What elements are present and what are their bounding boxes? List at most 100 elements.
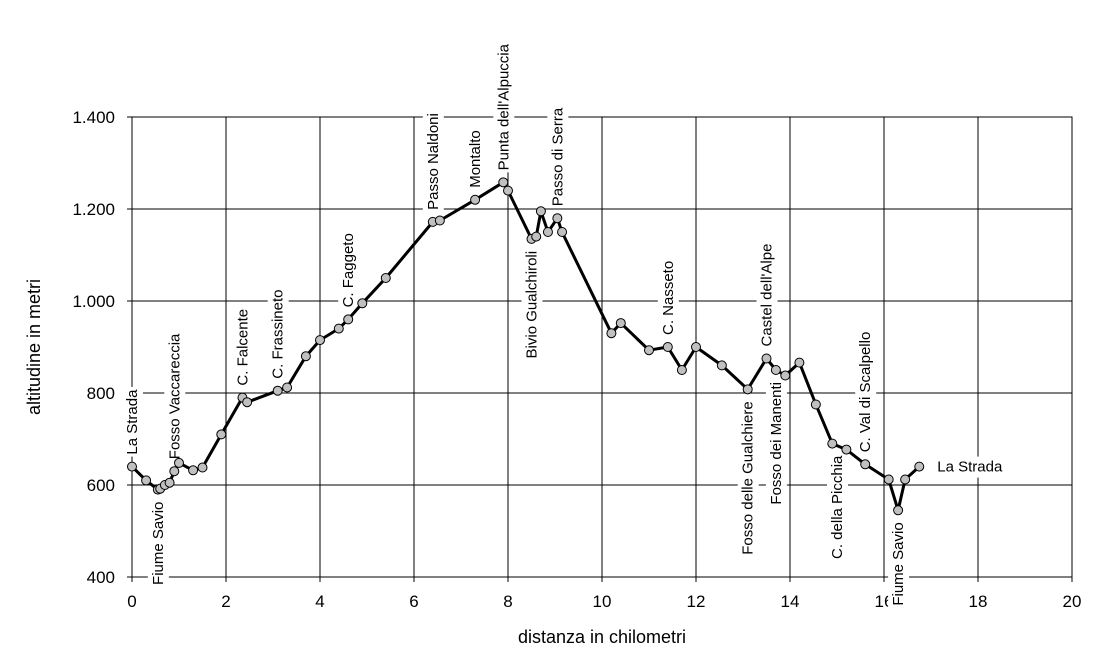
data-point <box>883 474 894 485</box>
data-point <box>498 177 509 188</box>
y-tick-label: 400 <box>87 568 115 587</box>
data-point <box>216 429 227 440</box>
svg-text:Fosso delle Gualchiere: Fosso delle Gualchiere <box>740 401 757 554</box>
y-tick-label: 800 <box>87 384 115 403</box>
place-label: La Strada <box>122 386 143 457</box>
x-tick-label: 2 <box>221 592 230 611</box>
data-point <box>761 353 772 364</box>
data-point <box>169 466 180 477</box>
svg-text:Punta dell'Alpuccia: Punta dell'Alpuccia <box>495 43 512 170</box>
data-point <box>742 384 753 395</box>
x-tick-label: 6 <box>409 592 418 611</box>
y-tick-label: 1.400 <box>72 108 115 127</box>
data-point <box>535 206 546 217</box>
svg-text:C. Val di Scalpello: C. Val di Scalpello <box>857 332 874 453</box>
x-axis-ticks: 0 2 4 6 8 10 12 14 16 18 20 <box>127 577 1081 611</box>
data-point <box>691 342 701 352</box>
svg-text:Fiume Savio: Fiume Savio <box>890 522 907 605</box>
place-label: Fosso Vaccareccia <box>164 330 186 462</box>
place-label: La Strada <box>935 456 1005 478</box>
data-point <box>333 323 344 334</box>
x-tick-label: 18 <box>969 592 988 611</box>
data-point <box>716 360 727 371</box>
data-point <box>434 215 445 226</box>
place-label: Montalto <box>465 128 487 190</box>
data-point <box>676 365 687 375</box>
place-label: C. Val di Scalpello <box>855 329 877 455</box>
svg-text:Fosso dei Manenti: Fosso dei Manenti <box>768 382 785 505</box>
x-tick-label: 14 <box>781 592 800 611</box>
place-label: Passo di Serra <box>547 105 569 209</box>
y-axis-title: altitudine in metri <box>24 279 44 415</box>
svg-text:C. Falcente: C. Falcente <box>234 309 251 386</box>
svg-text:C. Faggeto: C. Faggeto <box>340 233 357 307</box>
data-point <box>662 342 673 352</box>
svg-text:La Strada: La Strada <box>124 389 141 455</box>
x-axis-title: distanza in chilometri <box>518 627 686 647</box>
svg-text:Passo Naldoni: Passo Naldoni <box>425 113 442 210</box>
place-label: C. Frassineto <box>267 287 289 381</box>
svg-text:Montalto: Montalto <box>467 130 484 188</box>
y-tick-label: 1.000 <box>72 292 115 311</box>
data-point <box>164 477 175 488</box>
data-point <box>841 444 852 455</box>
place-label: Castel dell'Alpe <box>756 241 778 349</box>
svg-text:Bivio Gualchiroli: Bivio Gualchiroli <box>524 251 541 359</box>
data-point <box>197 462 208 473</box>
svg-text:C. Frassineto: C. Frassineto <box>270 289 287 378</box>
data-point <box>900 474 911 485</box>
data-point <box>242 397 253 408</box>
data-point <box>770 365 781 375</box>
data-point <box>315 335 325 346</box>
place-label: C. della Picchia <box>827 452 848 561</box>
svg-text:Passo di Serra: Passo di Serra <box>549 107 566 206</box>
svg-text:Fiume Savio: Fiume Savio <box>150 502 167 585</box>
data-point <box>127 461 137 472</box>
x-tick-label: 0 <box>127 592 136 611</box>
svg-text:C. Nasseto: C. Nasseto <box>660 261 677 335</box>
place-label: Fiume Savio <box>147 499 169 587</box>
place-label: C. Nasseto <box>657 258 679 337</box>
data-point <box>188 465 199 476</box>
data-point <box>914 461 925 472</box>
place-label: C. Falcente <box>232 306 254 388</box>
place-label: Punta dell'Alpuccia <box>493 41 515 173</box>
data-point <box>606 328 617 339</box>
data-point <box>357 298 368 309</box>
svg-text:Fosso Vaccareccia: Fosso Vaccareccia <box>166 333 183 459</box>
place-label: Fosso dei Manenti <box>765 380 787 507</box>
svg-text:C. della Picchia: C. della Picchia <box>829 455 846 559</box>
data-point <box>343 314 354 325</box>
data-point <box>272 385 283 396</box>
y-tick-label: 600 <box>87 476 115 495</box>
data-point <box>531 231 542 242</box>
x-tick-label: 20 <box>1063 592 1082 611</box>
data-point <box>827 438 838 449</box>
data-point <box>300 351 311 362</box>
data-point <box>141 475 152 486</box>
place-label: Fiume Savio <box>888 520 910 608</box>
data-point <box>860 459 871 470</box>
data-point <box>557 227 568 237</box>
data-point <box>644 345 654 356</box>
data-point <box>470 194 481 205</box>
y-tick-label: 1.200 <box>72 200 115 219</box>
data-point <box>794 357 805 368</box>
place-label: Fosso delle Gualchiere <box>737 399 759 557</box>
data-point <box>282 382 293 393</box>
x-tick-label: 8 <box>503 592 512 611</box>
place-labels: La Strada Fiume Savio Fosso Vaccareccia C. … <box>122 41 1005 608</box>
data-points <box>127 177 925 516</box>
data-point <box>542 227 553 237</box>
data-point <box>174 457 184 468</box>
data-point <box>810 399 821 410</box>
data-point <box>615 318 626 329</box>
data-point <box>503 185 513 196</box>
x-tick-label: 4 <box>315 592 324 611</box>
data-point <box>380 273 391 283</box>
x-tick-label: 12 <box>687 592 706 611</box>
data-point <box>552 213 563 224</box>
place-label: Bivio Gualchiroli <box>521 248 543 361</box>
y-axis-ticks: 400 600 800 1.000 1.200 1.400 <box>72 108 132 587</box>
